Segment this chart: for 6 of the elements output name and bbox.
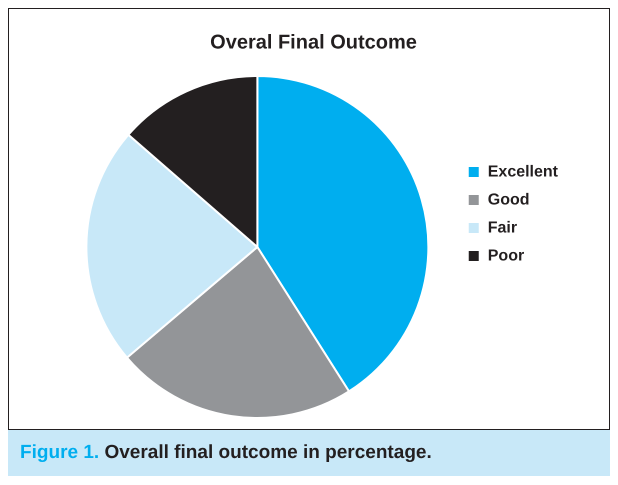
legend-label: Excellent — [488, 163, 559, 180]
chart-title: Overal Final Outcome — [210, 32, 417, 54]
legend-label: Fair — [488, 219, 518, 236]
legend-label: Poor — [488, 247, 524, 264]
caption: Figure 1. Overall final outcome in percentage. — [20, 442, 432, 463]
legend-label: Good — [488, 191, 530, 208]
